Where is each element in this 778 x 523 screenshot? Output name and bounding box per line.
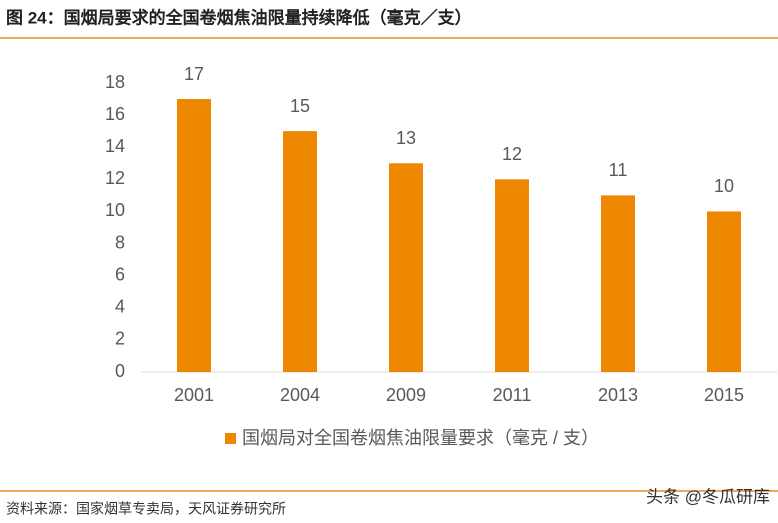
x-tick-label: 2001 xyxy=(174,385,214,405)
chart-title: 图 24：国烟局要求的全国卷烟焦油限量持续降低（毫克／支） xyxy=(6,7,472,27)
data-label: 15 xyxy=(290,96,310,116)
x-tick-label: 2009 xyxy=(386,385,426,405)
data-label: 12 xyxy=(502,144,522,164)
y-tick-label: 8 xyxy=(115,232,125,252)
y-tick-label: 18 xyxy=(105,72,125,92)
data-label: 13 xyxy=(396,128,416,148)
x-tick-label: 2011 xyxy=(493,385,532,405)
y-tick-label: 2 xyxy=(115,329,125,349)
bar xyxy=(495,179,529,372)
y-tick-label: 4 xyxy=(115,297,125,317)
y-tick-label: 6 xyxy=(115,264,125,284)
watermark: 头条 @冬瓜研库 xyxy=(646,487,770,506)
y-tick-label: 16 xyxy=(105,104,125,124)
source: 资料来源：国家烟草专卖局，天风证券研究所 xyxy=(6,501,286,517)
y-tick-label: 12 xyxy=(105,168,125,188)
bar xyxy=(283,131,317,372)
bar xyxy=(601,195,635,372)
bar xyxy=(177,99,211,373)
y-tick-label: 0 xyxy=(115,361,125,381)
x-tick-label: 2015 xyxy=(704,385,744,405)
bar xyxy=(389,163,423,372)
y-tick-label: 10 xyxy=(105,200,125,220)
bar xyxy=(707,211,741,372)
data-label: 11 xyxy=(609,160,628,180)
y-tick-label: 14 xyxy=(105,136,125,156)
legend-swatch xyxy=(225,433,236,444)
data-label: 10 xyxy=(714,176,734,196)
x-tick-label: 2004 xyxy=(280,385,320,405)
legend-label: 国烟局对全国卷烟焦油限量要求（毫克 / 支） xyxy=(242,428,599,448)
x-tick-label: 2013 xyxy=(598,385,638,405)
data-label: 17 xyxy=(184,64,204,84)
